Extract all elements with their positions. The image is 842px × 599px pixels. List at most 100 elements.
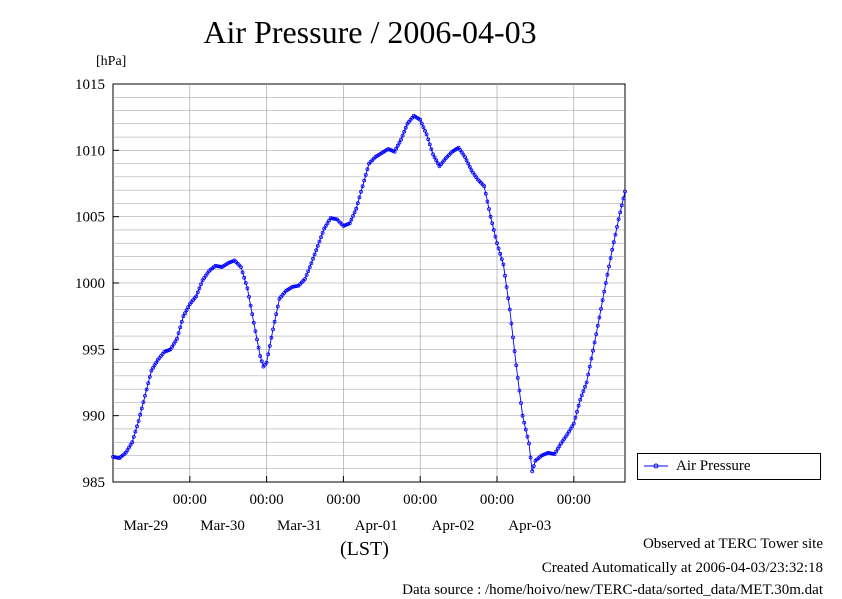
data-point <box>303 277 307 281</box>
data-point <box>605 272 610 277</box>
data-point <box>511 335 515 340</box>
data-point <box>595 323 600 328</box>
data-point <box>176 331 181 336</box>
data-point <box>320 230 325 235</box>
data-point <box>551 451 555 456</box>
data-point <box>362 178 367 183</box>
y-tick-label: 1000 <box>75 276 105 292</box>
data-point <box>594 332 599 337</box>
data-point <box>247 294 251 299</box>
footer-site: Observed at TERC Tower site <box>642 536 823 552</box>
data-point <box>274 312 279 317</box>
x-tick-label-time: 00:00 <box>480 492 514 508</box>
x-tick-label-date: Apr-02 <box>431 518 474 534</box>
data-point <box>554 449 559 454</box>
data-point <box>583 384 587 389</box>
legend: Air Pressure <box>637 453 821 480</box>
data-point <box>429 147 434 152</box>
data-point <box>514 363 519 368</box>
data-point <box>525 434 530 439</box>
data-point <box>552 452 557 457</box>
data-point <box>168 347 173 352</box>
series-markers <box>111 113 627 474</box>
data-point <box>520 413 525 418</box>
data-point <box>427 142 432 147</box>
data-point <box>128 442 133 447</box>
data-point <box>197 286 202 291</box>
legend-label: Air Pressure <box>676 458 751 474</box>
data-point <box>555 446 560 451</box>
data-point <box>127 445 131 450</box>
data-point <box>194 294 199 299</box>
data-point <box>311 256 315 261</box>
data-point <box>399 137 403 142</box>
data-point <box>531 464 536 469</box>
data-point <box>136 419 141 423</box>
x-tick-label-time: 00:00 <box>557 492 591 508</box>
data-point <box>607 264 611 269</box>
data-point <box>243 281 248 285</box>
data-point <box>512 349 517 354</box>
data-point <box>599 306 603 311</box>
data-point <box>245 286 250 291</box>
data-point <box>602 289 607 294</box>
data-point <box>567 429 571 434</box>
data-point <box>146 381 151 386</box>
data-point <box>395 143 400 148</box>
data-point <box>621 196 626 201</box>
data-point <box>149 368 154 373</box>
data-point <box>503 273 507 278</box>
data-point <box>123 450 128 455</box>
data-point <box>527 441 531 446</box>
data-point <box>186 305 191 310</box>
data-point <box>325 221 330 226</box>
data-point <box>463 155 467 159</box>
data-point <box>523 427 528 432</box>
data-point <box>488 214 493 219</box>
data-point <box>434 158 439 163</box>
data-point <box>615 224 619 229</box>
data-point <box>421 125 426 129</box>
x-tick-label-date: Mar-29 <box>123 518 168 534</box>
data-point <box>507 307 512 312</box>
data-point <box>363 172 368 177</box>
data-point <box>179 319 184 324</box>
data-point <box>603 281 608 285</box>
data-point <box>576 403 581 408</box>
data-point <box>183 311 187 316</box>
data-point <box>267 344 272 348</box>
data-point <box>170 344 175 349</box>
data-point <box>568 426 573 431</box>
y-tick-label: 1005 <box>75 210 105 226</box>
data-point <box>130 440 135 445</box>
data-point <box>256 345 261 350</box>
data-point <box>579 393 584 398</box>
data-point <box>147 374 152 379</box>
data-point <box>392 149 397 154</box>
data-point <box>424 132 429 137</box>
data-point <box>184 308 189 313</box>
y-tick-label: 985 <box>83 475 106 491</box>
data-point <box>365 167 370 172</box>
data-point <box>181 314 186 319</box>
data-point <box>253 329 258 334</box>
data-point <box>613 232 618 237</box>
data-point <box>304 273 309 277</box>
data-point <box>501 262 506 267</box>
data-point <box>515 375 520 380</box>
data-point <box>403 125 408 130</box>
data-point <box>402 129 407 134</box>
data-point <box>482 184 487 189</box>
data-point <box>360 184 365 189</box>
data-point <box>264 360 269 365</box>
data-point <box>195 290 200 295</box>
data-point <box>354 206 359 211</box>
data-point <box>240 270 245 275</box>
data-point <box>498 251 503 256</box>
data-point <box>259 359 264 364</box>
tick-labels: 985 990 995 1000 1005 1010 1015 00:00 Mar-29 00:0… <box>75 77 591 534</box>
data-point <box>528 455 533 460</box>
data-point <box>307 265 312 270</box>
data-point <box>349 217 354 222</box>
